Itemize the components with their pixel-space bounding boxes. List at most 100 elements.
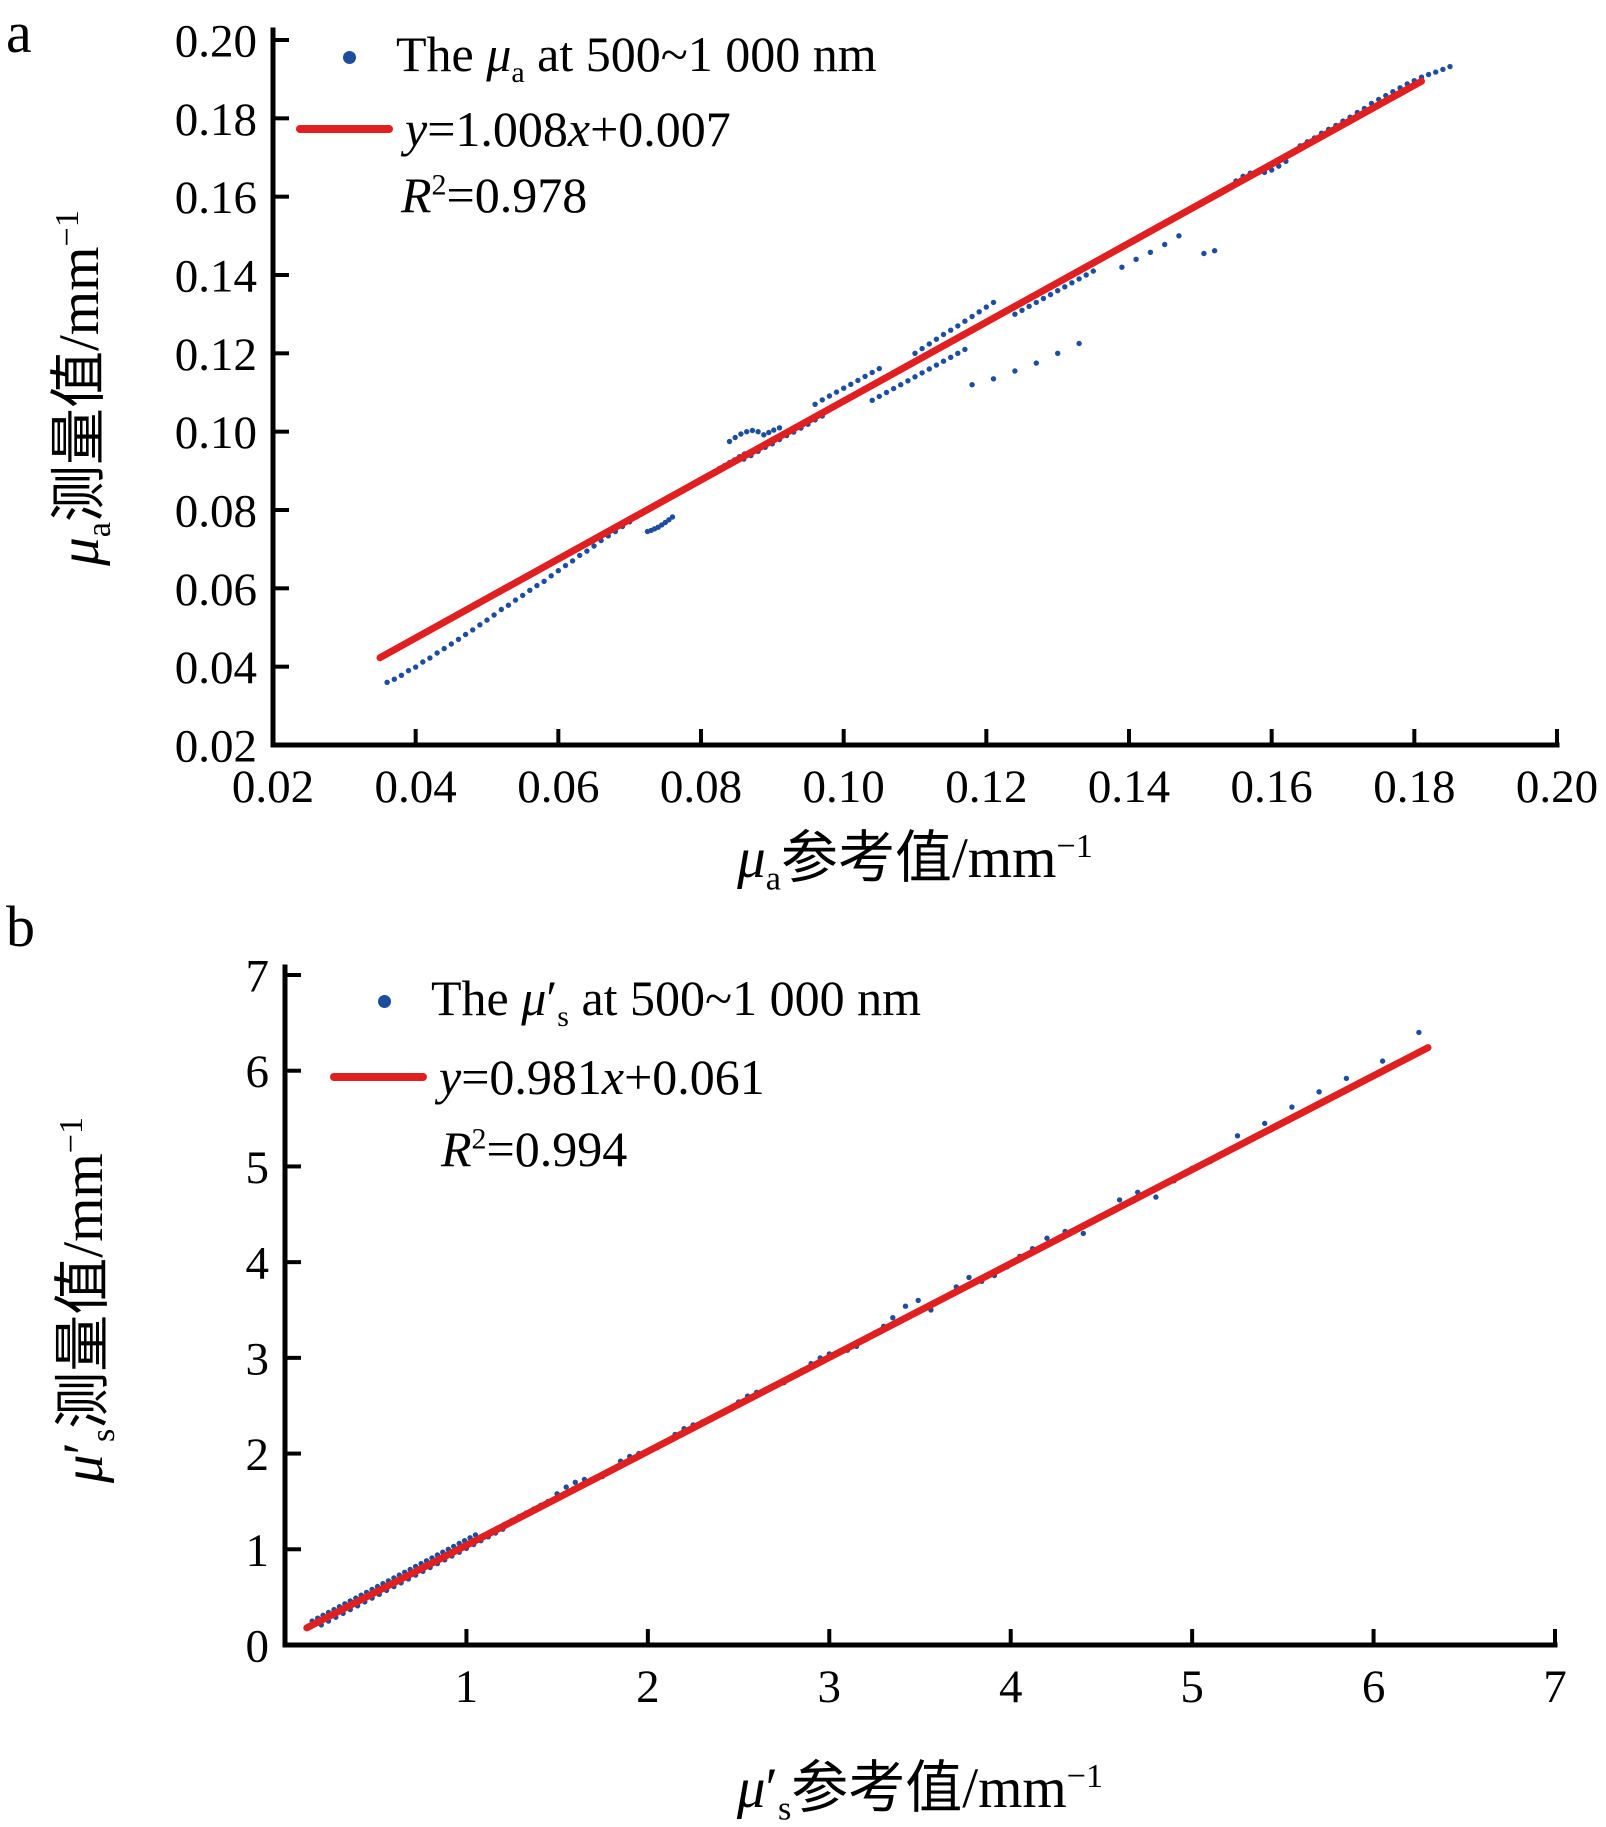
scatter-point — [405, 667, 412, 674]
scatter-point — [1211, 248, 1218, 254]
y-axis-title-b: μ′s测量值/mm−1 — [37, 1117, 123, 1483]
scatter-point — [898, 382, 904, 388]
scatter-point — [933, 336, 940, 342]
scatter-point — [869, 369, 875, 376]
scatter-point — [948, 354, 954, 360]
scatter-point — [584, 548, 590, 554]
label-segment: μ — [737, 827, 766, 890]
x-tick-label: 0.14 — [1088, 761, 1170, 813]
scatter-point — [926, 366, 932, 372]
scatter-point — [420, 659, 426, 665]
label-segment: 参考值/mm — [780, 827, 1057, 890]
legend-item-fit-a: y=1.008x+0.007 — [296, 100, 731, 158]
x-tick-label: 6 — [1362, 1661, 1386, 1713]
label-segment: 2 — [471, 1122, 487, 1156]
scatter-point — [1026, 303, 1032, 309]
scatter-point — [391, 676, 397, 682]
scatter-point — [427, 655, 433, 661]
scatter-point — [512, 597, 519, 603]
legend-fit-label-a: y=1.008x+0.007 — [405, 100, 731, 158]
y-tick-label: 0.10 — [175, 407, 257, 459]
scatter-point — [876, 393, 882, 400]
scatter-point — [462, 631, 469, 638]
label-segment: μ — [51, 1454, 115, 1484]
scatter-point — [505, 602, 512, 608]
scatter-point — [1012, 368, 1018, 374]
scatter-point — [1080, 1230, 1087, 1237]
label-segment: =0.994 — [486, 1121, 628, 1177]
y-tick-label: 0.04 — [175, 642, 257, 694]
scatter-point — [520, 592, 526, 599]
label-segment: −1 — [48, 210, 86, 247]
scatter-point — [1425, 71, 1432, 78]
label-segment: y — [405, 101, 428, 157]
scatter-point — [732, 434, 738, 441]
x-tick-label: 0.08 — [660, 761, 742, 813]
y-tick-label: 3 — [246, 1333, 270, 1385]
scatter-point — [1033, 299, 1040, 306]
scatter-point — [434, 650, 440, 656]
scatter-point — [1447, 63, 1453, 70]
panel-label-a: a — [6, 0, 32, 65]
legend-r2-label-b: R2=0.994 — [441, 1120, 627, 1178]
scatter-point — [833, 389, 840, 395]
label-segment: ′ — [546, 969, 558, 1026]
scatter-point — [569, 558, 576, 564]
scatter-point — [902, 1303, 909, 1309]
scatter-point — [919, 370, 925, 376]
scatter-point — [1433, 69, 1439, 75]
scatter-point — [948, 327, 954, 333]
label-segment: The — [396, 25, 487, 82]
scatter-point — [726, 438, 733, 445]
scatter-point — [441, 645, 447, 652]
y-tick-label: 6 — [246, 1046, 270, 1098]
y-tick-label: 0.06 — [175, 564, 257, 616]
label-segment: ′ — [51, 1442, 115, 1455]
panel-b: 1 2 3 4 5 6 7 0 1 2 3 4 5 6 7 — [246, 951, 1567, 1714]
label-segment: x — [567, 101, 591, 157]
scatter-point — [498, 606, 504, 613]
scatter-point — [915, 1297, 921, 1304]
scatter-point — [484, 617, 490, 623]
label-segment: s — [85, 1428, 123, 1443]
label-segment: y — [439, 1049, 462, 1105]
scatter-point — [1133, 256, 1139, 262]
scatter-point — [455, 636, 462, 642]
label-segment: 2 — [431, 168, 447, 202]
scatter-point — [826, 393, 833, 399]
scatter-point — [1076, 276, 1082, 282]
y-tick-label: 0.02 — [175, 721, 257, 773]
legend-r2-label-a: R2=0.978 — [401, 166, 587, 224]
x-tick-label: 0.10 — [803, 761, 885, 813]
x-tick-label: 0.04 — [375, 761, 457, 813]
scatter-point — [883, 389, 890, 396]
scatter-point — [563, 1484, 569, 1490]
scatter-point — [1343, 1075, 1350, 1082]
scatter-point — [1119, 264, 1125, 270]
scatter-point — [413, 664, 419, 670]
y-tick-label: 0.16 — [175, 172, 257, 224]
label-segment: =0.981 — [461, 1049, 602, 1105]
scatter-point — [1416, 1029, 1422, 1036]
scatter-point — [384, 679, 390, 685]
scatter-point — [1012, 311, 1018, 317]
label-segment: μ — [521, 969, 547, 1026]
label-segment: R — [401, 167, 432, 223]
scatter-point — [555, 568, 561, 574]
scatter-point — [448, 641, 454, 647]
x-tick-label: 0.16 — [1231, 761, 1313, 813]
scatter-point — [862, 373, 868, 380]
x-tick-label: 7 — [1543, 1661, 1567, 1713]
scatter-point — [1234, 1133, 1241, 1139]
axes-lines — [282, 964, 1558, 1648]
scatter-point — [841, 385, 847, 391]
scatter-point — [1069, 280, 1075, 286]
scatter-point — [983, 304, 989, 310]
label-segment: −1 — [1056, 828, 1093, 865]
scatter-point — [527, 587, 533, 593]
legend-item-fit-b: y=0.981x+0.061 — [330, 1048, 765, 1106]
scatter-point — [940, 358, 947, 364]
scatter-point — [491, 612, 497, 618]
x-tick-label: 1 — [455, 1661, 479, 1713]
